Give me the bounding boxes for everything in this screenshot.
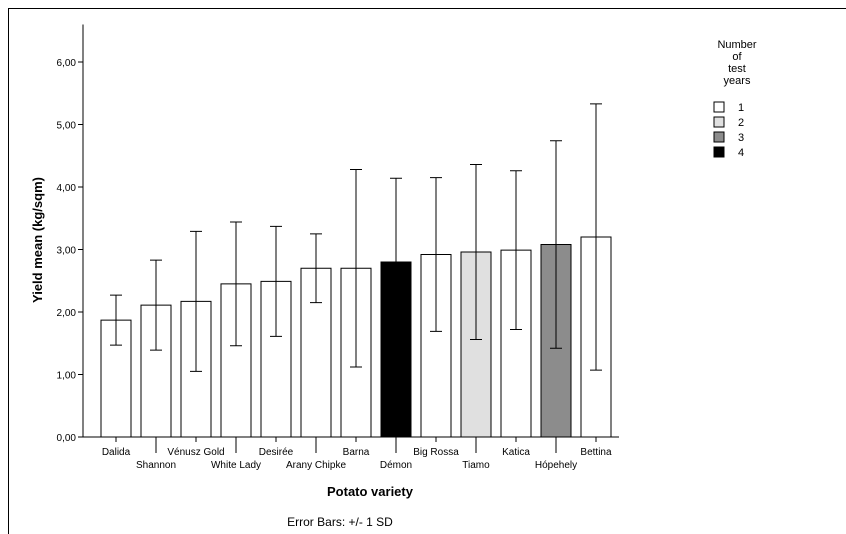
legend-swatch xyxy=(713,116,725,128)
y-tick-label: 1,00 xyxy=(57,371,77,382)
y-axis: 0,00 1,00 2,00 3,00 4,00 5,00 6,00 xyxy=(57,24,84,444)
x-tick-label: Tiamo xyxy=(462,460,490,471)
legend-label: 1 xyxy=(738,102,744,114)
x-tick-label: Démon xyxy=(380,460,412,471)
legend-label: 3 xyxy=(738,132,744,144)
x-axis-title: Potato variety xyxy=(327,484,414,499)
bars xyxy=(100,236,612,438)
x-tick-labels: Dalida Shannon Vénusz Gold White Lady Desiré… xyxy=(102,447,612,471)
x-tick-label: Katica xyxy=(502,447,530,458)
x-tick-label: Dalida xyxy=(102,447,131,458)
x-tick-label: Arany Chipke xyxy=(286,460,346,471)
x-tick-label: White Lady xyxy=(211,460,261,471)
error-bars xyxy=(110,103,602,372)
legend-title-line: years xyxy=(724,75,751,87)
y-tick-label: 3,00 xyxy=(57,246,77,257)
legend-label: 4 xyxy=(738,147,744,159)
chart-frame xyxy=(8,8,846,534)
y-tick-label: 6,00 xyxy=(57,58,77,69)
x-tick-label: Vénusz Gold xyxy=(167,447,224,458)
legend-title-line: test xyxy=(728,63,746,75)
x-tick-label: Shannon xyxy=(136,460,176,471)
y-tick-label: 2,00 xyxy=(57,308,77,319)
legend-label: 2 xyxy=(738,117,744,129)
legend-swatch xyxy=(713,101,725,113)
y-tick-label: 5,00 xyxy=(57,121,77,132)
x-tick-label: Barna xyxy=(343,447,370,458)
x-tick-label: Hópehely xyxy=(535,460,577,471)
legend-swatch xyxy=(713,131,725,143)
error-bars-footnote: Error Bars: +/- 1 SD xyxy=(287,515,393,529)
legend-title-line: of xyxy=(732,51,742,63)
x-tick-label: Big Rossa xyxy=(413,447,459,458)
legend-title-line: Number xyxy=(717,39,756,51)
x-tick-label: Desirée xyxy=(259,447,294,458)
y-tick-label: 4,00 xyxy=(57,183,77,194)
y-axis-title: Yield mean (kg/sqm) xyxy=(30,177,45,303)
x-tick-label: Bettina xyxy=(580,447,612,458)
legend-swatch xyxy=(713,146,725,158)
y-tick-label: 0,00 xyxy=(57,433,77,444)
